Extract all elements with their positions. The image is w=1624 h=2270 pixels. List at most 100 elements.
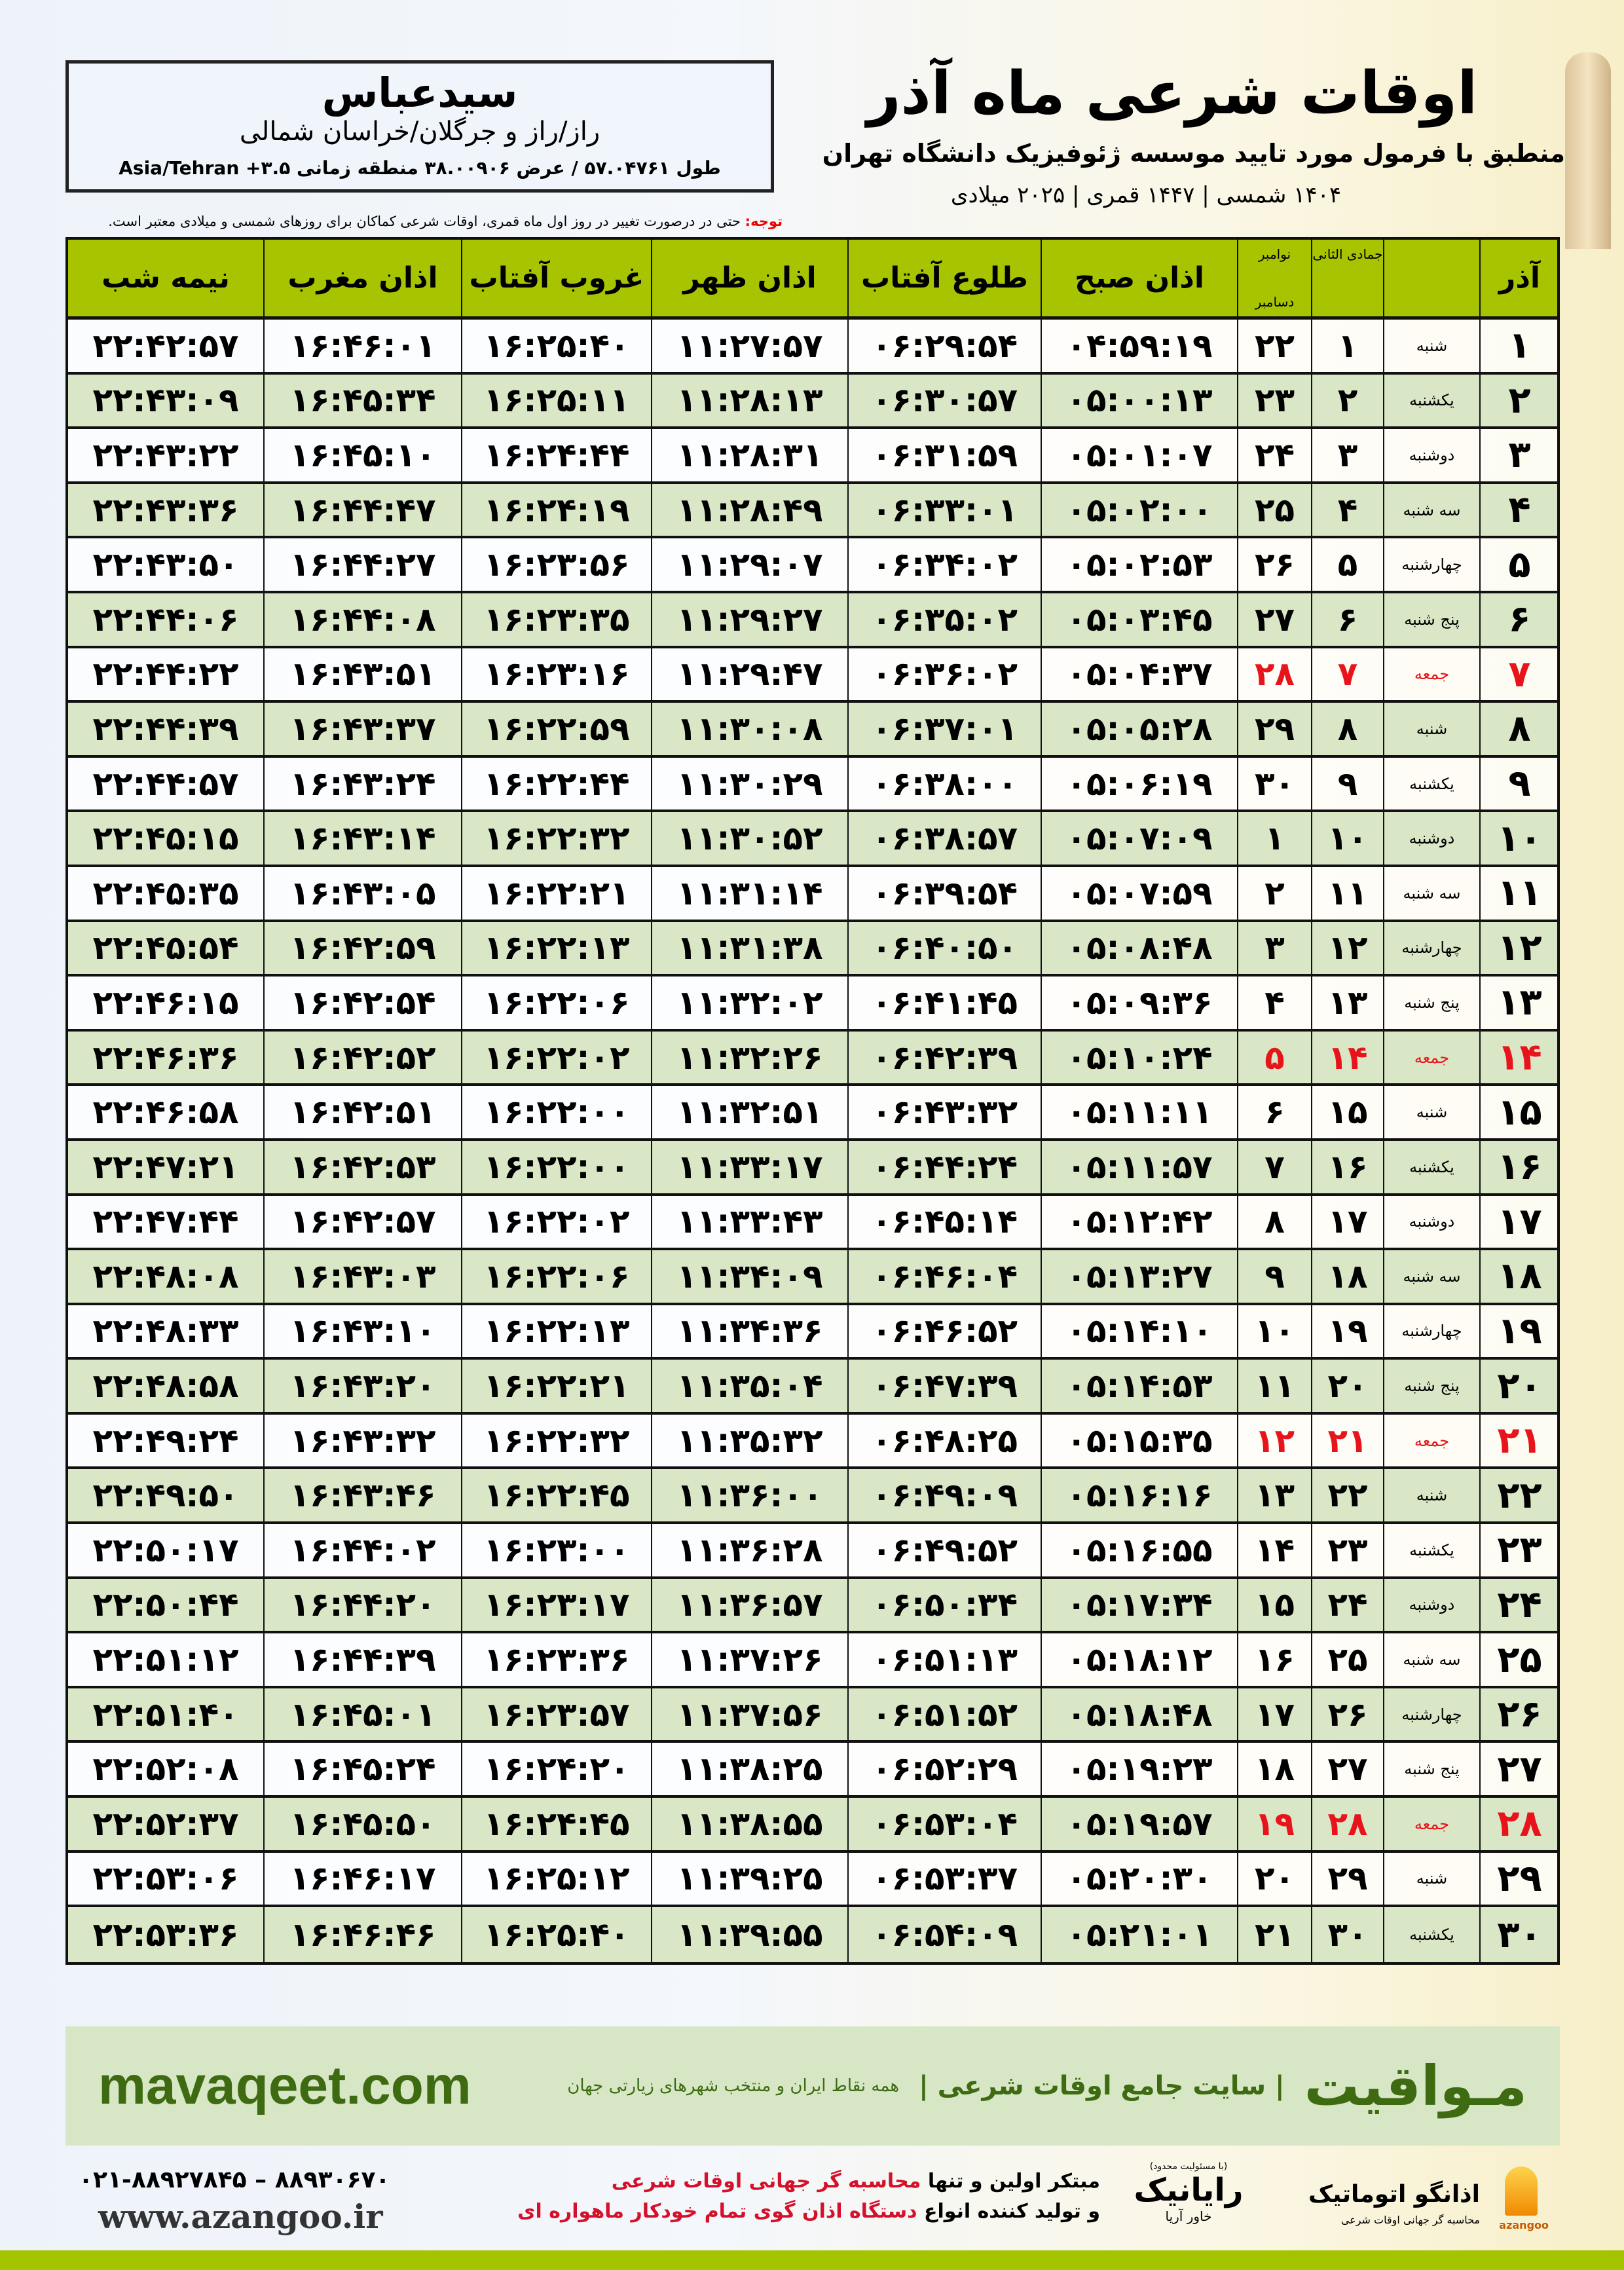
cell-qamari: ۱ (1311, 320, 1383, 372)
header-maghrib: اذان مغرب (263, 240, 461, 316)
cell-qamari: ۹ (1311, 757, 1383, 810)
cell-weekday: سه شنبه (1383, 483, 1479, 536)
cell-weekday: شنبه (1383, 1086, 1479, 1138)
cell-fajr: ۰۵:۰۷:۰۹ (1041, 812, 1237, 865)
cell-qamari: ۲۵ (1311, 1633, 1383, 1686)
cell-sunrise: ۰۶:۴۲:۳۹ (847, 1031, 1041, 1084)
table-row: ۲۲:۴۴:۵۷ ۱۶:۴۳:۲۴ ۱۶:۲۲:۴۴ ۱۱:۳۰:۲۹ ۰۶:۳۸:۰۰… (68, 757, 1557, 813)
cell-miladi: ۱۳ (1237, 1469, 1311, 1522)
cell-qamari: ۴ (1311, 483, 1383, 536)
cell-maghrib: ۱۶:۴۲:۵۴ (263, 977, 461, 1029)
rayanik-sub: خاور آریا (1165, 2208, 1212, 2224)
cell-dhuhr: ۱۱:۳۵:۰۴ (651, 1360, 847, 1412)
cell-day: ۸ (1479, 703, 1559, 755)
location-box: سیدعباس راز/راز و جرگلان/خراسان شمالی طو… (65, 60, 774, 193)
cell-day: ۲۷ (1479, 1743, 1559, 1796)
cell-qamari: ۸ (1311, 703, 1383, 755)
table-row: ۲۲:۴۵:۵۴ ۱۶:۴۲:۵۹ ۱۶:۲۲:۱۳ ۱۱:۳۱:۳۸ ۰۶:۴۰:۵۰… (68, 921, 1557, 977)
cell-sunset: ۱۶:۲۵:۴۰ (461, 1907, 651, 1962)
cell-miladi: ۲۶ (1237, 538, 1311, 591)
cell-fajr: ۰۵:۰۹:۳۶ (1041, 977, 1237, 1029)
cell-sunset: ۱۶:۲۲:۰۶ (461, 977, 651, 1029)
cell-dhuhr: ۱۱:۳۰:۲۹ (651, 757, 847, 810)
cell-qamari: ۲۰ (1311, 1360, 1383, 1412)
cell-day: ۱۸ (1479, 1250, 1559, 1303)
cell-qamari: ۶ (1311, 593, 1383, 646)
promo-line1-text: مبتکر اولین و تنها (921, 2170, 1100, 2193)
cell-sunset: ۱۶:۲۵:۱۱ (461, 374, 651, 427)
table-row: ۲۲:۴۶:۵۸ ۱۶:۴۲:۵۱ ۱۶:۲۲:۰۰ ۱۱:۳۲:۵۱ ۰۶:۴۳:۳۲… (68, 1086, 1557, 1141)
promo-line2-highlight: دستگاه اذان گوی تمام خودکار ماهواره ای (517, 2200, 917, 2223)
cell-miladi: ۲۵ (1237, 483, 1311, 536)
cell-day: ۲ (1479, 374, 1559, 427)
cell-qamari: ۲۶ (1311, 1688, 1383, 1741)
cell-qamari: ۱۰ (1311, 812, 1383, 865)
cell-qamari: ۲۱ (1311, 1414, 1383, 1467)
cell-weekday: چهارشنبه (1383, 1688, 1479, 1741)
cell-dhuhr: ۱۱:۳۲:۵۱ (651, 1086, 847, 1138)
cell-miladi: ۶ (1237, 1086, 1311, 1138)
cell-weekday: پنج شنبه (1383, 593, 1479, 646)
cell-fajr: ۰۴:۵۹:۱۹ (1041, 320, 1237, 372)
cell-miladi: ۱۸ (1237, 1743, 1311, 1796)
cell-midnight: ۲۲:۵۰:۴۴ (92, 1586, 239, 1624)
cell-sunrise: ۰۶:۵۱:۱۳ (847, 1633, 1041, 1686)
cell-day: ۲۰ (1479, 1360, 1559, 1412)
azangoo-website-link[interactable]: www.azangoo.ir (98, 2197, 383, 2236)
cell-dhuhr: ۱۱:۳۱:۳۸ (651, 921, 847, 975)
table-row: ۲۲:۴۲:۵۷ ۱۶:۴۶:۰۱ ۱۶:۲۵:۴۰ ۱۱:۲۷:۵۷ ۰۶:۲۹:۵۴… (68, 320, 1557, 375)
cell-maghrib: ۱۶:۴۳:۲۴ (263, 757, 461, 810)
cell-midnight: ۲۲:۴۷:۴۴ (92, 1202, 239, 1241)
cell-weekday: سه شنبه (1383, 1633, 1479, 1686)
cell-maghrib: ۱۶:۴۳:۱۴ (263, 812, 461, 865)
cell-sunrise: ۰۶:۴۰:۵۰ (847, 921, 1041, 975)
cell-dhuhr: ۱۱:۳۰:۰۸ (651, 703, 847, 755)
cell-weekday: شنبه (1383, 320, 1479, 372)
cell-sunrise: ۰۶:۲۹:۵۴ (847, 320, 1041, 372)
header-miladi: نوامبر دسامبر (1237, 240, 1311, 316)
cell-weekday: یکشنبه (1383, 1907, 1479, 1962)
cell-weekday: پنج شنبه (1383, 1360, 1479, 1412)
prayer-times-table: نیمه شب اذان مغرب غروب آفتاب اذان ظهر طل… (65, 237, 1560, 1965)
cell-maghrib: ۱۶:۴۳:۵۱ (263, 648, 461, 701)
cell-qamari: ۲۳ (1311, 1524, 1383, 1576)
cell-qamari: ۵ (1311, 538, 1383, 591)
promo-line2-text: و تولید کننده انواع (917, 2200, 1100, 2223)
cell-sunset: ۱۶:۲۲:۰۰ (461, 1140, 651, 1193)
cell-day: ۳۰ (1479, 1907, 1559, 1962)
cell-sunset: ۱۶:۲۳:۵۶ (461, 538, 651, 591)
cell-sunrise: ۰۶:۵۲:۲۹ (847, 1743, 1041, 1796)
cell-maghrib: ۱۶:۴۳:۰۵ (263, 866, 461, 920)
cell-midnight: ۲۲:۵۱:۴۰ (92, 1695, 239, 1734)
cell-sunset: ۱۶:۲۲:۳۲ (461, 812, 651, 865)
cell-fajr: ۰۵:۱۳:۲۷ (1041, 1250, 1237, 1303)
cell-dhuhr: ۱۱:۲۷:۵۷ (651, 320, 847, 372)
cell-sunset: ۱۶:۲۳:۵۷ (461, 1688, 651, 1741)
cell-maghrib: ۱۶:۴۲:۵۷ (263, 1195, 461, 1248)
table-row: ۲۲:۵۲:۰۸ ۱۶:۴۵:۲۴ ۱۶:۲۴:۲۰ ۱۱:۳۸:۲۵ ۰۶:۵۲:۲۹… (68, 1743, 1557, 1798)
table-row: ۲۲:۴۵:۳۵ ۱۶:۴۳:۰۵ ۱۶:۲۲:۲۱ ۱۱:۳۱:۱۴ ۰۶:۳۹:۵۴… (68, 866, 1557, 922)
cell-dhuhr: ۱۱:۳۲:۲۶ (651, 1031, 847, 1084)
table-row: ۲۲:۵۰:۱۷ ۱۶:۴۴:۰۲ ۱۶:۲۳:۰۰ ۱۱:۳۶:۲۸ ۰۶:۴۹:۵۲… (68, 1524, 1557, 1579)
cell-sunset: ۱۶:۲۲:۴۴ (461, 757, 651, 810)
header-dhuhr: اذان ظهر (651, 240, 847, 316)
cell-midnight: ۲۲:۴۴:۲۲ (92, 655, 239, 694)
cell-fajr: ۰۵:۰۳:۴۵ (1041, 593, 1237, 646)
cell-fajr: ۰۵:۰۰:۱۳ (1041, 374, 1237, 427)
cell-day: ۲۴ (1479, 1578, 1559, 1631)
cell-miladi: ۲۲ (1237, 320, 1311, 372)
cell-fajr: ۰۵:۱۹:۵۷ (1041, 1798, 1237, 1850)
cell-qamari: ۱۶ (1311, 1140, 1383, 1193)
cell-miladi: ۱۵ (1237, 1578, 1311, 1631)
cell-maghrib: ۱۶:۴۶:۱۷ (263, 1852, 461, 1905)
cell-sunset: ۱۶:۲۳:۱۶ (461, 648, 651, 701)
cell-maghrib: ۱۶:۴۵:۰۱ (263, 1688, 461, 1741)
header-qamari: جمادی الثانی (1311, 240, 1383, 316)
cell-midnight: ۲۲:۴۸:۳۳ (92, 1312, 239, 1350)
cell-dhuhr: ۱۱:۳۴:۳۶ (651, 1305, 847, 1358)
banner-website-link[interactable]: mavaqeet.com (98, 2056, 471, 2115)
cell-midnight: ۲۲:۵۱:۱۲ (92, 1641, 239, 1679)
cell-dhuhr: ۱۱:۳۱:۱۴ (651, 866, 847, 920)
cell-sunrise: ۰۶:۳۹:۵۴ (847, 866, 1041, 920)
cell-midnight: ۲۲:۴۶:۵۸ (92, 1093, 239, 1132)
